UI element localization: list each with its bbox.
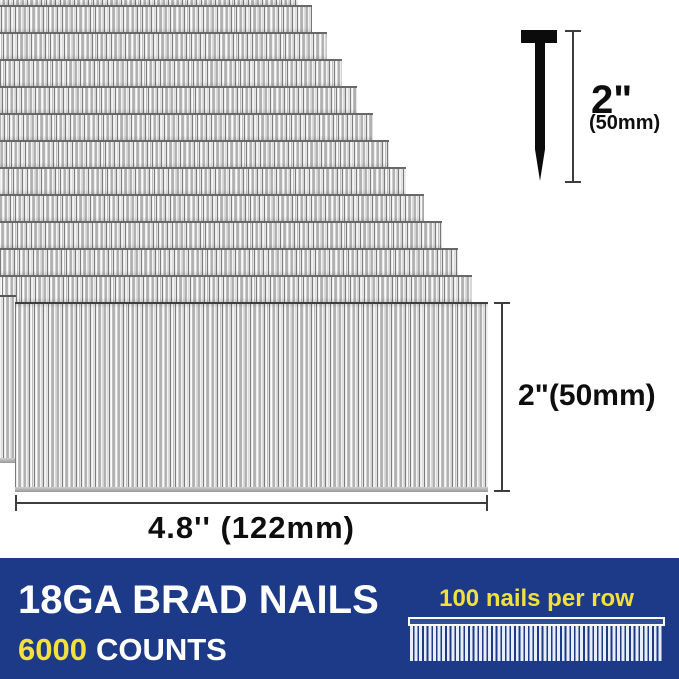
nail-strip-row — [0, 194, 424, 221]
nail-strip-row — [0, 275, 472, 302]
nail-strip-large-back — [0, 295, 16, 463]
dimension-line-nail-length — [565, 30, 581, 183]
nail-head — [521, 30, 557, 43]
nail-length-label-inches: 2" — [591, 78, 633, 122]
nail-strip-row — [0, 5, 312, 32]
nail-shaft — [535, 43, 545, 181]
nail-strip-row — [0, 32, 327, 59]
dimension-line-strip-width — [15, 495, 488, 511]
info-banner: 18GA BRAD NAILS 6000 COUNTS 100 nails per… — [0, 558, 679, 679]
nail-strip-row — [0, 113, 373, 140]
nail-strip-row — [0, 59, 342, 86]
strip-width-label: 4.8'' (122mm) — [148, 510, 355, 545]
nail-strip-large-front — [15, 302, 488, 492]
strip-height-label: 2"(50mm) — [518, 379, 656, 412]
nail-length-label-mm: (50mm) — [589, 112, 661, 134]
strip-bottom-edge — [15, 487, 488, 492]
banner-title: 18GA BRAD NAILS — [18, 578, 379, 622]
nail-strip-row — [0, 221, 442, 248]
banner-counts: 6000 COUNTS — [18, 632, 227, 668]
count-unit: COUNTS — [95, 632, 227, 667]
count-value: 6000 — [18, 632, 87, 667]
nail-strip-row — [0, 0, 298, 5]
nail-strip-row — [0, 86, 357, 113]
strip-bottom-edge — [0, 458, 16, 463]
nail-strip-row — [0, 140, 389, 167]
nail-strip-icon-nails — [410, 626, 663, 661]
nail-strip-row — [0, 248, 458, 275]
nail-strip-row — [0, 167, 406, 194]
nail-strip-icon-bar — [408, 617, 665, 626]
dimension-line-strip-height — [494, 302, 510, 492]
nails-per-row-label: 100 nails per row — [439, 585, 634, 612]
